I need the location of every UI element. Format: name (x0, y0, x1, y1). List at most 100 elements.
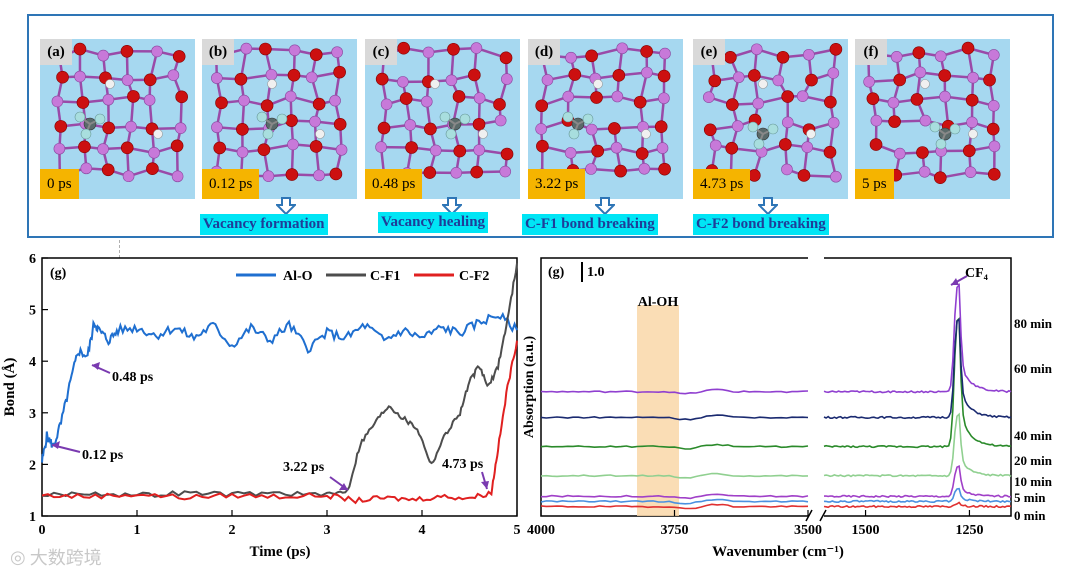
series-line-80-min-high (540, 388, 809, 395)
series-label: 20 min (1014, 453, 1053, 468)
panel-time-badge: 0.48 ps (365, 169, 423, 199)
cf4-peak-annotation: CF₄ (950, 266, 989, 286)
panel-letter: (d) (528, 39, 560, 65)
y-tick-label: 3 (29, 407, 36, 422)
series-line-0-min-high (540, 503, 809, 510)
snapshot-panel-a: (a) 0 ps (40, 39, 195, 199)
series-label: 60 min (1014, 361, 1053, 376)
panel-time-badge: 0.12 ps (202, 169, 260, 199)
series-line-80-min-low (823, 282, 1012, 394)
x-tick-label: 0 (39, 523, 46, 538)
panel-letter: (b) (202, 39, 234, 65)
watermark-logo-icon: ◎ (10, 546, 26, 568)
panel-letter: (c) (365, 39, 397, 65)
snapshot-panel-e: (e) 4.73 ps (693, 39, 848, 199)
series-label: 40 min (1014, 428, 1053, 443)
series-label: 5 min (1014, 490, 1046, 505)
panel-label: (g) (548, 265, 565, 280)
series-line-al-o (41, 311, 518, 463)
panel-letter: (a) (40, 39, 72, 65)
axis-ticks: 4000 3750 3500 1500 1250 (527, 510, 983, 538)
annotation-0-48ps: 0.48 ps (91, 362, 154, 385)
x-tick-label: 3500 (794, 523, 822, 538)
peak-label: CF₄ (965, 266, 989, 281)
atomic-structure-image (535, 42, 671, 181)
snapshot-panel-c: (c) 0.48 ps (365, 39, 520, 199)
series-line-c-f2 (41, 340, 518, 505)
series-label: 10 min (1014, 474, 1053, 489)
al-oh-band-highlight (637, 305, 679, 516)
snapshot-panel-f: (f) 5 ps (855, 39, 1010, 199)
plot-frame (41, 257, 518, 517)
panel-label: (g) (50, 266, 67, 281)
x-tick-label: 3750 (661, 523, 689, 538)
legend-label-c-f2: C-F2 (459, 269, 489, 284)
down-arrow-icon (442, 197, 462, 215)
atomic-structure-image (209, 42, 348, 183)
annotation-label: 0.48 ps (112, 370, 154, 385)
axis-break-mark-icon (805, 509, 827, 522)
snapshot-panel-b: (b) 0.12 ps (202, 39, 357, 199)
series-line-c-f1 (41, 263, 518, 498)
annotation-label: 3.22 ps (283, 460, 325, 475)
legend-label-al-o: Al-O (283, 269, 313, 284)
panel-letter: (f) (855, 39, 887, 65)
x-axis-label: Time (ps) (250, 544, 311, 560)
series-line-5-min-low (823, 487, 1012, 504)
y-tick-label: 6 (29, 252, 36, 267)
down-arrow-icon (276, 197, 296, 215)
series-label: 80 min (1014, 316, 1053, 331)
series-line-60-min-high (540, 414, 809, 421)
panel-time-badge: 5 ps (855, 169, 894, 199)
scale-bar-label: 1.0 (587, 265, 605, 280)
series-line-5-min-high (540, 498, 809, 505)
axis-break-gap-top (808, 253, 824, 263)
series-line-20-min-low (823, 412, 1012, 478)
series-line-10-min-low (823, 465, 1012, 498)
series-line-10-min-high (541, 493, 809, 500)
y-tick-label: 4 (29, 355, 36, 370)
panel-time-badge: 3.22 ps (528, 169, 586, 199)
annotation-4-73ps: 4.73 ps (442, 457, 489, 490)
series-line-60-min-low (823, 317, 1012, 420)
watermark-text: 大数跨境 (29, 548, 102, 569)
series-line-40-min-high (540, 443, 809, 450)
series-line-0-min-low (823, 501, 1012, 509)
x-tick-label: 2 (229, 523, 236, 538)
y-tick-label: 5 (29, 304, 36, 319)
down-arrow-icon (595, 197, 615, 215)
x-tick-label: 1 (134, 523, 141, 538)
series-layer (41, 263, 518, 505)
x-axis-label: Wavenumber (cm⁻¹) (712, 544, 844, 560)
legend-label-c-f1: C-F1 (370, 269, 400, 284)
plot-frame (540, 257, 1012, 517)
band-label: Al-OH (638, 295, 679, 310)
series-label: 0 min (1014, 508, 1046, 523)
atomic-structure-image (51, 42, 188, 183)
y-axis-label: Bond (Å) (2, 358, 18, 417)
x-tick-label: 1250 (955, 523, 983, 538)
axis-break-gap (808, 509, 824, 521)
down-arrow-icon (758, 197, 778, 215)
panel-time-badge: 4.73 ps (693, 169, 751, 199)
panel-letter: (e) (693, 39, 725, 65)
atomic-structure-image (375, 41, 514, 185)
process-label-vacancy-healing: Vacancy healing (378, 212, 489, 233)
legend: Al-O C-F1 C-F2 (236, 269, 489, 284)
x-tick-label: 4 (419, 523, 426, 538)
x-tick-label: 5 (514, 523, 521, 538)
x-tick-label: 1500 (852, 523, 880, 538)
dashed-divider (119, 240, 120, 258)
annotation-0-12ps: 0.12 ps (51, 441, 124, 463)
annotation-3-22ps: 3.22 ps (283, 460, 349, 491)
snapshot-panel-d: (d) 3.22 ps (528, 39, 683, 199)
series-line-20-min-high (540, 472, 809, 479)
annotation-label: 4.73 ps (442, 457, 484, 472)
x-tick-label: 3 (324, 523, 331, 538)
annotation-label: 0.12 ps (82, 448, 124, 463)
y-tick-label: 2 (29, 458, 36, 473)
snapshot-panel-frame: (a) 0 ps (b) 0.12 ps (c) 0.48 ps (d) 3.2… (27, 14, 1054, 238)
